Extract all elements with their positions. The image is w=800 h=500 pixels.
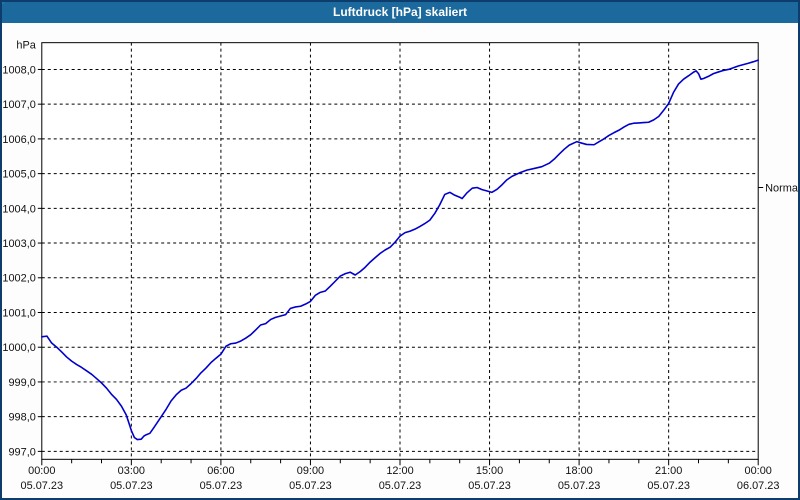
x-date-label: 05.07.23: [21, 480, 64, 492]
normal-marker-label: Normal: [765, 182, 798, 194]
y-tick-label: 1005,0: [2, 169, 35, 181]
y-tick-label: 997,0: [8, 446, 35, 458]
y-tick-label: 1007,0: [2, 99, 35, 111]
y-tick-label: 1000,0: [2, 342, 35, 354]
x-date-label: 05.07.23: [110, 480, 153, 492]
pressure-line: [41, 59, 759, 441]
y-tick-label: 1004,0: [2, 203, 35, 215]
x-time-label: 18:00: [565, 465, 592, 477]
window-titlebar[interactable]: Luftdruck [hPa] skaliert: [2, 2, 798, 23]
y-tick-label: 1003,0: [2, 238, 35, 250]
x-time-label: 15:00: [476, 465, 503, 477]
y-tick-label: 1008,0: [2, 64, 35, 76]
x-time-label: 06:00: [207, 465, 234, 477]
x-date-label: 05.07.23: [468, 480, 511, 492]
x-time-label: 00:00: [745, 465, 772, 477]
x-date-label: 05.07.23: [558, 480, 601, 492]
x-date-label: 05.07.23: [200, 480, 243, 492]
plot-border: [41, 42, 759, 460]
x-date-label: 05.07.23: [647, 480, 690, 492]
x-time-label: 12:00: [386, 465, 413, 477]
y-tick-label: 998,0: [8, 412, 35, 424]
y-tick-label: 999,0: [8, 377, 35, 389]
window-title: Luftdruck [hPa] skaliert: [332, 5, 468, 19]
x-date-label: 06.07.23: [737, 480, 780, 492]
y-tick-label: 1002,0: [2, 273, 35, 285]
y-tick-label: 1006,0: [2, 134, 35, 146]
y-tick-label: 1001,0: [2, 307, 35, 319]
x-date-label: 05.07.23: [289, 480, 332, 492]
x-time-label: 21:00: [655, 465, 682, 477]
x-time-label: 00:00: [28, 465, 55, 477]
x-date-label: 05.07.23: [379, 480, 422, 492]
x-time-label: 09:00: [297, 465, 324, 477]
x-time-label: 03:00: [118, 465, 145, 477]
y-axis-unit-label: hPa: [16, 40, 36, 52]
